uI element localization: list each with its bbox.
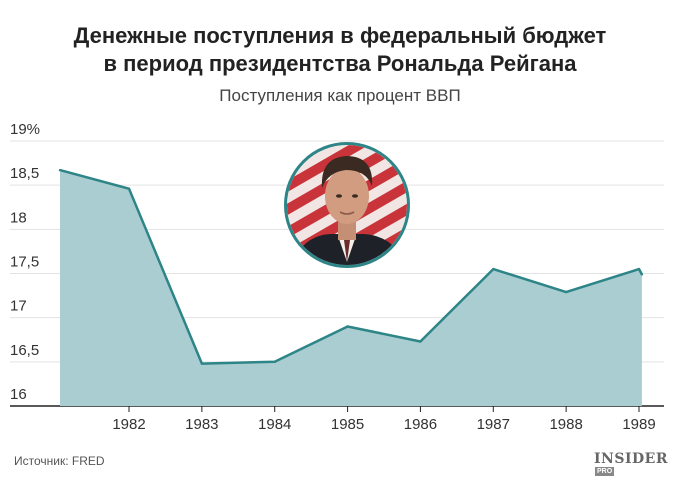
source-note: Источник: FRED (14, 454, 105, 468)
data-point (58, 168, 62, 172)
x-tick-label: 1983 (185, 416, 218, 433)
x-tick-label: 1982 (112, 416, 145, 433)
x-tick-label: 1985 (331, 416, 364, 433)
data-point (637, 267, 641, 271)
y-tick-label: 18,5 (10, 165, 39, 182)
y-tick-label: 17 (10, 298, 27, 315)
chart-title-line-2: в период президентства Рональда Рейгана (103, 51, 577, 76)
y-tick-label: 18 (10, 209, 27, 226)
data-points (58, 168, 644, 365)
data-point (419, 340, 422, 343)
data-point (640, 273, 644, 276)
x-tick-label: 1986 (404, 416, 437, 433)
insider-pro-logo: INSIDERPRO (594, 451, 680, 483)
x-tick-label: 1989 (622, 416, 655, 433)
data-point (564, 290, 568, 294)
logo-name: INSIDER (594, 451, 668, 467)
data-point (273, 360, 276, 364)
y-axis-ticks: 16 16,5 17 17,5 18 18,5 19% (10, 121, 40, 403)
data-point (346, 325, 349, 328)
area-fill (60, 170, 642, 406)
chart-title-line-1: Денежные поступления в федеральный бюдже… (73, 23, 607, 48)
y-tick-label: 17,5 (10, 254, 39, 271)
chart-title: Денежные поступления в федеральный бюдже… (0, 22, 680, 78)
series-line (59, 168, 643, 365)
x-tick-label: 1984 (258, 416, 291, 433)
chart-subtitle: Поступления как процент ВВП (219, 86, 461, 105)
data-point (127, 187, 131, 190)
data-point (492, 267, 495, 271)
y-tick-label: 16,5 (10, 342, 39, 359)
x-axis-ticks: 1982 1983 1984 1985 1986 1987 1988 1989 (112, 406, 656, 433)
x-tick-label: 1987 (477, 416, 510, 433)
data-point (200, 362, 204, 365)
y-tick-label: 19% (10, 121, 40, 138)
y-tick-label: 16 (10, 386, 27, 403)
logo-badge: PRO (595, 467, 615, 476)
x-tick-label: 1988 (549, 416, 582, 433)
reagan-portrait-icon (284, 142, 410, 268)
